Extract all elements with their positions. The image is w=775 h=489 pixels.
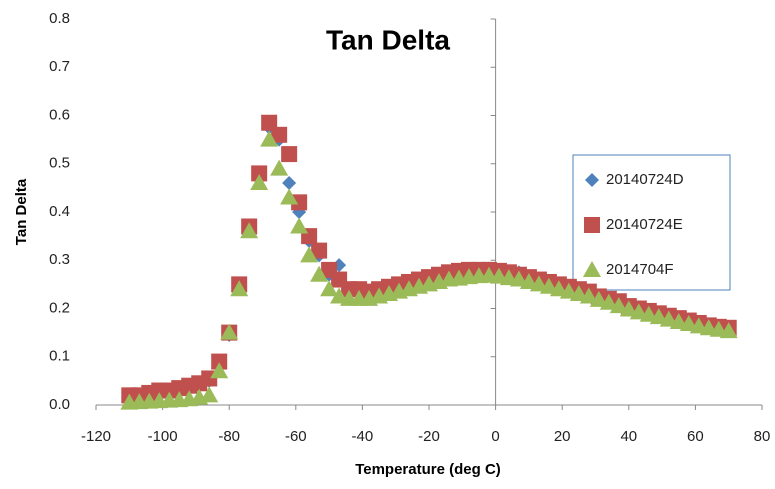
- y-tick-label: 0.6: [49, 106, 70, 123]
- y-tick-label: 0.3: [49, 251, 70, 268]
- marker-triangle: [210, 362, 229, 379]
- marker-triangle: [519, 272, 538, 289]
- marker-triangle: [579, 287, 598, 304]
- marker-triangle: [569, 285, 588, 302]
- x-axis-title: Temperature (deg C): [355, 461, 501, 478]
- y-tick-label: 0.4: [49, 203, 70, 220]
- marker-triangle: [320, 280, 339, 297]
- marker-triangle: [280, 188, 299, 205]
- x-tick-label: 40: [620, 428, 637, 445]
- y-tick-label: 0.2: [49, 299, 70, 316]
- marker-triangle: [250, 174, 269, 191]
- marker-triangle: [609, 297, 628, 314]
- marker-square: [251, 165, 268, 182]
- marker-triangle: [599, 293, 618, 310]
- marker-triangle: [270, 159, 289, 176]
- marker-triangle: [549, 280, 568, 297]
- marker-triangle: [539, 277, 558, 294]
- marker-triangle: [200, 386, 219, 403]
- marker-triangle: [583, 261, 601, 277]
- y-tick-label: 0.8: [49, 10, 70, 27]
- marker-diamond: [585, 173, 599, 187]
- y-tick-label: 0.5: [49, 155, 70, 172]
- x-tick-label: -20: [418, 428, 440, 445]
- marker-triangle: [559, 282, 578, 299]
- x-tick-label: 20: [554, 428, 571, 445]
- marker-triangle: [679, 314, 698, 331]
- x-tick-label: -100: [148, 428, 178, 445]
- chart-title: Tan Delta: [326, 24, 450, 55]
- marker-triangle: [290, 217, 309, 234]
- legend-label: 20140724E: [606, 216, 683, 233]
- marker-triangle: [659, 310, 678, 327]
- x-tick-label: -120: [81, 428, 111, 445]
- y-axis-title: Tan Delta: [13, 178, 30, 245]
- marker-triangle: [649, 308, 668, 325]
- marker-triangle: [589, 290, 608, 307]
- x-tick-label: 60: [687, 428, 704, 445]
- x-tick-label: 80: [754, 428, 771, 445]
- marker-triangle: [639, 305, 658, 322]
- marker-triangle: [230, 280, 249, 297]
- y-tick-label: 0.7: [49, 58, 70, 75]
- marker-triangle: [330, 287, 349, 304]
- x-tick-label: -80: [218, 428, 240, 445]
- x-tick-label: -60: [285, 428, 307, 445]
- marker-triangle: [220, 323, 239, 340]
- marker-triangle: [529, 275, 548, 292]
- marker-triangle: [619, 300, 638, 317]
- y-tick-label: 0.1: [49, 348, 70, 365]
- marker-square: [291, 194, 308, 211]
- marker-triangle: [310, 265, 329, 282]
- marker-square: [261, 114, 278, 131]
- marker-triangle: [300, 246, 319, 263]
- marker-triangle: [719, 322, 738, 339]
- x-tick-label: -40: [352, 428, 374, 445]
- marker-square: [584, 217, 600, 233]
- legend-label: 2014704F: [606, 261, 674, 278]
- marker-square: [271, 126, 288, 143]
- marker-triangle: [509, 270, 528, 287]
- x-tick-label: 0: [491, 428, 499, 445]
- marker-diamond: [282, 176, 297, 191]
- marker-square: [281, 146, 298, 163]
- y-tick-label: 0.0: [49, 396, 70, 413]
- marker-square: [311, 242, 328, 259]
- marker-triangle: [629, 303, 648, 320]
- marker-square: [211, 353, 228, 370]
- legend-label: 20140724D: [606, 171, 684, 188]
- marker-triangle: [240, 222, 259, 239]
- marker-triangle: [260, 130, 279, 147]
